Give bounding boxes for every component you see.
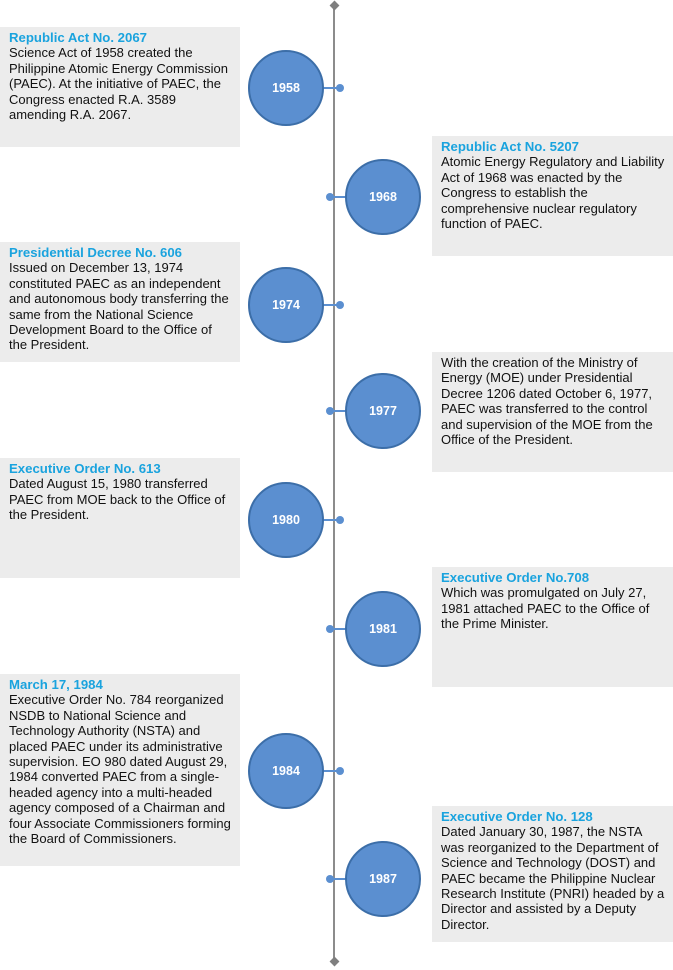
event-title: Executive Order No. 128: [441, 809, 593, 824]
event-text: Executive Order No. 784 reorganized NSDB…: [9, 692, 231, 847]
year-label: 1981: [369, 622, 397, 636]
event-connector: [329, 196, 349, 198]
event-dot: [336, 767, 344, 775]
event-connector: [322, 770, 340, 772]
year-node-1977: 1977: [345, 373, 421, 449]
timeline-axis-top-cap: [329, 0, 339, 11]
timeline-axis-bottom-cap: [329, 956, 339, 967]
event-text: Science Act of 1958 created the Philippi…: [9, 45, 228, 123]
event-dot: [336, 301, 344, 309]
year-label: 1980: [272, 513, 300, 527]
event-box-1980: Executive Order No. 613 Dated August 15,…: [0, 458, 240, 578]
event-dot: [336, 516, 344, 524]
event-text: Dated January 30, 1987, the NSTA was reo…: [441, 824, 665, 932]
year-node-1968: 1968: [345, 159, 421, 235]
event-connector: [329, 628, 349, 630]
year-label: 1987: [369, 872, 397, 886]
year-node-1987: 1987: [345, 841, 421, 917]
event-title: March 17, 1984: [9, 677, 103, 692]
event-connector: [322, 519, 340, 521]
event-title: Republic Act No. 2067: [9, 30, 148, 45]
event-connector: [329, 878, 349, 880]
event-title: Presidential Decree No. 606: [9, 245, 182, 260]
event-connector: [322, 304, 340, 306]
event-text: Dated August 15, 1980 transferred PAEC f…: [9, 476, 226, 523]
event-text: Issued on December 13, 1974 constituted …: [9, 260, 229, 353]
event-connector: [322, 87, 340, 89]
event-box-1984: March 17, 1984 Executive Order No. 784 r…: [0, 674, 240, 866]
event-title: Republic Act No. 5207: [441, 139, 580, 154]
event-box-1977: With the creation of the Ministry of Ene…: [432, 352, 673, 472]
event-dot: [326, 407, 334, 415]
year-node-1958: 1958: [248, 50, 324, 126]
event-text: With the creation of the Ministry of Ene…: [441, 355, 653, 448]
year-label: 1958: [272, 81, 300, 95]
event-box-1974: Presidential Decree No. 606 Issued on De…: [0, 242, 240, 362]
event-box-1987: Executive Order No. 128 Dated January 30…: [432, 806, 673, 942]
event-dot: [326, 875, 334, 883]
year-node-1981: 1981: [345, 591, 421, 667]
year-label: 1974: [272, 298, 300, 312]
year-node-1984: 1984: [248, 733, 324, 809]
event-box-1981: Executive Order No.708 Which was promulg…: [432, 567, 673, 687]
event-text: Atomic Energy Regulatory and Liability A…: [441, 154, 665, 232]
event-dot: [326, 625, 334, 633]
year-node-1980: 1980: [248, 482, 324, 558]
event-dot: [336, 84, 344, 92]
event-box-1968: Republic Act No. 5207 Atomic Energy Regu…: [432, 136, 673, 256]
event-title: Executive Order No.708: [441, 570, 590, 585]
event-title: Executive Order No. 613: [9, 461, 161, 476]
timeline-axis: [333, 6, 335, 962]
year-node-1974: 1974: [248, 267, 324, 343]
year-label: 1984: [272, 764, 300, 778]
year-label: 1968: [369, 190, 397, 204]
event-text: Which was promulgated on July 27, 1981 a…: [441, 585, 650, 632]
event-box-1958: Republic Act No. 2067 Science Act of 195…: [0, 27, 240, 147]
event-dot: [326, 193, 334, 201]
year-label: 1977: [369, 404, 397, 418]
event-connector: [329, 410, 349, 412]
